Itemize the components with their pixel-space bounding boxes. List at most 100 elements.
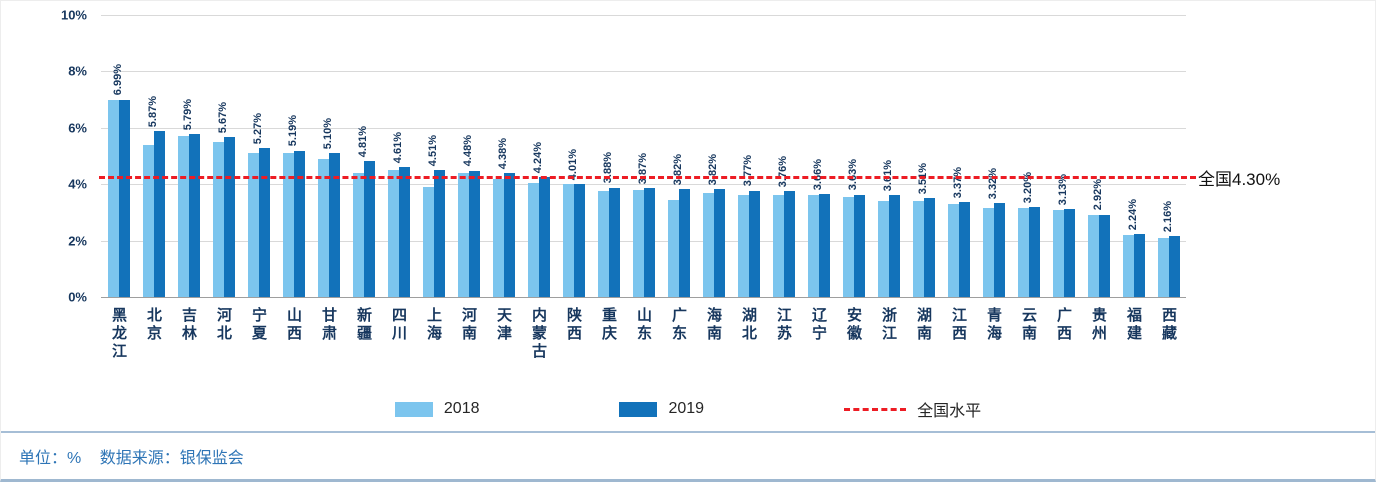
bar-group: 3.66%	[801, 15, 836, 297]
legend-swatch-2019-icon	[619, 401, 658, 417]
x-axis-label: 河北	[215, 307, 232, 343]
bar-pair	[842, 194, 865, 297]
bar-pair	[597, 187, 620, 297]
bar-2018	[422, 187, 434, 297]
bar-group: 3.13%	[1046, 15, 1081, 297]
bar-pair	[457, 170, 480, 297]
bar-2018	[527, 182, 539, 297]
x-axis-label: 山东	[635, 307, 652, 343]
y-tick-label: 6%	[68, 120, 87, 136]
bar-2018	[107, 99, 119, 297]
bar-2019	[433, 169, 445, 297]
national-average-line	[99, 175, 1196, 179]
bar-2018	[247, 153, 259, 297]
gridline	[101, 71, 1186, 73]
bar-group: 3.37%	[941, 15, 976, 297]
bar-2019	[398, 167, 410, 297]
bar-group: 3.51%	[906, 15, 941, 297]
bar-group: 3.32%	[976, 15, 1011, 297]
bar-pair	[632, 187, 655, 297]
national-average-label: 全国4.30%	[1198, 169, 1281, 189]
bar-2018	[177, 136, 189, 297]
bar-2018	[317, 158, 329, 297]
x-axis-label: 海南	[705, 307, 722, 343]
bar-value-label: 2.92%	[1092, 179, 1104, 211]
bar-group: 2.24%	[1116, 15, 1151, 297]
bar-2018	[457, 172, 469, 297]
bar-value-label: 3.82%	[707, 154, 719, 186]
bar-2019	[993, 203, 1005, 297]
bar-value-label: 4.81%	[357, 126, 369, 158]
y-tick-label: 8%	[68, 63, 87, 79]
footer: 单位：% 数据来源：银保监会	[1, 431, 1375, 479]
bar-2019	[958, 201, 970, 297]
bar-group: 5.10%	[311, 15, 346, 297]
bar-group: 3.87%	[626, 15, 661, 297]
bar-value-label: 5.87%	[147, 96, 159, 128]
bar-2019	[468, 170, 480, 297]
x-axis-label: 内蒙古	[530, 307, 547, 361]
bar-2018	[667, 199, 679, 297]
bar-value-label: 5.79%	[182, 98, 194, 130]
bar-2018	[282, 153, 294, 297]
x-axis-label: 黑龙江	[110, 307, 127, 361]
chart-row: 0% 2% 4% 6% 8% 10% 6.99% 5.87% 5.79% 5.67% 5.27% 5…	[1, 1, 1375, 305]
bar-pair	[912, 198, 935, 297]
bar-group: 4.38%	[486, 15, 521, 297]
bar-group: 3.61%	[871, 15, 906, 297]
bar-group: 4.81%	[346, 15, 381, 297]
bar-value-label: 5.27%	[252, 113, 264, 145]
bar-2018	[632, 189, 644, 297]
x-axis-label: 西藏	[1160, 307, 1177, 343]
bar-value-label: 3.37%	[952, 166, 964, 198]
bar-group: 5.19%	[276, 15, 311, 297]
x-axis-label: 吉林	[180, 307, 197, 343]
bar-group: 5.27%	[241, 15, 276, 297]
bar-pair	[142, 131, 165, 297]
bar-pair	[982, 203, 1005, 297]
bar-group: 3.82%	[661, 15, 696, 297]
x-axis-label: 重庆	[600, 307, 617, 343]
bar-group: 5.87%	[136, 15, 171, 297]
bar-2019	[818, 193, 830, 297]
bar-group: 4.51%	[416, 15, 451, 297]
bar-value-label: 5.67%	[217, 101, 229, 134]
bar-pair	[807, 193, 830, 297]
bar-pair	[352, 161, 375, 297]
y-tick-label: 4%	[68, 176, 87, 192]
x-axis-label: 河南	[460, 307, 477, 343]
legend-item-2019: 2019	[619, 400, 704, 418]
bar-pair	[387, 167, 410, 297]
x-axis-label: 新疆	[355, 307, 372, 343]
x-axis: 黑龙江 北京 吉林 河北 宁夏 山西 甘肃 新疆 四川 上海 河南 天津 内蒙古 陕西 重庆 山东 广东 海南 湖北…	[1, 307, 1375, 391]
bar-group: 4.01%	[556, 15, 591, 297]
bar-2019	[888, 195, 900, 297]
bar-pair	[667, 189, 690, 297]
bar-value-label: 5.10%	[322, 117, 334, 150]
bar-group: 4.61%	[381, 15, 416, 297]
bar-2019	[1098, 214, 1110, 297]
footer-unit: 单位：%	[19, 450, 82, 467]
bar-2019	[643, 187, 655, 297]
bar-2018	[387, 170, 399, 297]
gridline	[101, 127, 1186, 129]
bar-2019	[853, 194, 865, 297]
plot-area: 6.99% 5.87% 5.79% 5.67% 5.27% 5.19% 5.10% 4.81%…	[99, 15, 1280, 298]
bar-2018	[912, 201, 924, 297]
bar-pair	[492, 173, 515, 297]
bar-value-label: 2.24%	[1127, 198, 1139, 230]
x-axis-label: 宁夏	[250, 307, 267, 343]
x-axis-label: 北京	[145, 307, 162, 343]
bar-pair	[422, 169, 445, 297]
bar-2019	[188, 133, 200, 297]
y-tick-label: 10%	[60, 7, 87, 23]
bar-2018	[982, 208, 994, 297]
legend: 2018 2019 全国水平	[1, 395, 1375, 423]
x-axis-label: 广西	[1055, 307, 1072, 343]
x-axis-label: 辽宁	[810, 307, 827, 343]
bar-2018	[1157, 237, 1169, 297]
bar-value-label: 3.88%	[602, 152, 614, 184]
bar-pair	[947, 201, 970, 297]
bar-2019	[748, 190, 760, 297]
